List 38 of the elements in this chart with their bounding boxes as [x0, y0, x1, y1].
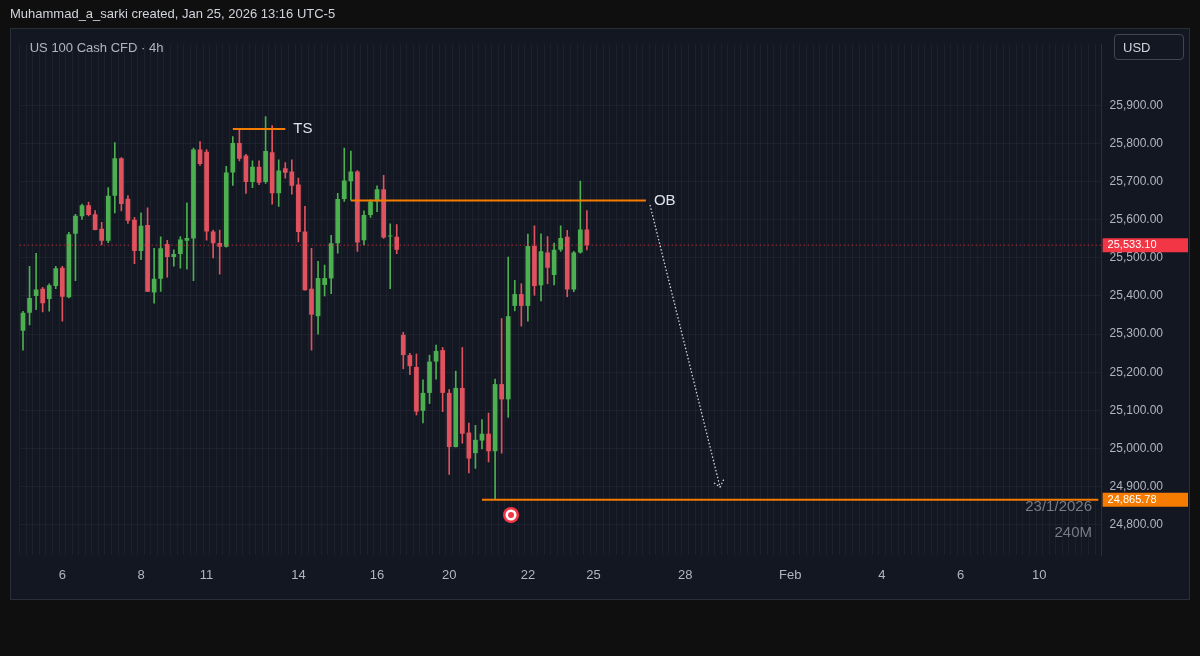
x-tick-label: 20 — [441, 566, 457, 582]
y-tick-label: 25,000.00 — [1109, 440, 1164, 455]
ref-line-label: 25,533.10 — [1107, 238, 1157, 251]
candlestick — [171, 249, 177, 267]
x-tick-label: 28 — [678, 566, 693, 582]
x-tick-label: 25 — [586, 566, 601, 582]
y-tick-label: 25,100.00 — [1109, 402, 1164, 417]
candlestick — [387, 223, 393, 290]
chart-title: US 100 Cash CFD · 4h — [29, 39, 164, 55]
x-tick-label: 6 — [957, 566, 965, 582]
x-tick-label: Feb — [778, 566, 802, 582]
candlestick — [184, 202, 190, 270]
y-tick-label: 25,600.00 — [1109, 212, 1164, 226]
y-tick-label: 25,200.00 — [1109, 364, 1164, 379]
text: 24,865.78 — [1107, 492, 1157, 505]
text: Muhammad_a_sarki created, Jan 25, 2026 13:16 UTC-5 — [10, 6, 336, 21]
x-tick-label: 10 — [1032, 566, 1047, 582]
y-tick-label: 24,900.00 — [1109, 479, 1164, 494]
y-tick-label: 25,400.00 — [1109, 288, 1164, 303]
text: USD — [1114, 34, 1184, 60]
x-tick-label: 11 — [199, 566, 214, 582]
annotation: 240M — [1054, 523, 1092, 540]
x-tick-label: 14 — [291, 566, 306, 582]
y-tick-label: 25,800.00 — [1109, 135, 1164, 150]
x-tick-label: 16 — [369, 566, 385, 582]
y-tick-label: 25,300.00 — [1109, 326, 1164, 341]
annotation: TS — [293, 119, 313, 137]
candlestick — [217, 229, 223, 275]
annotation: OB — [653, 190, 676, 208]
annotation: 23/1/2026 — [1025, 497, 1092, 514]
y-tick-label: 25,500.00 — [1109, 250, 1164, 265]
y-tick-label: 25,700.00 — [1109, 173, 1164, 188]
x-tick-label: 6 — [58, 566, 66, 582]
x-tick-label: 4 — [878, 566, 886, 582]
y-tick-label: 25,900.00 — [1109, 97, 1164, 112]
y-tick-label: 24,800.00 — [1109, 517, 1164, 532]
x-tick-label: 22 — [520, 566, 536, 582]
x-tick-label: 8 — [137, 566, 145, 582]
